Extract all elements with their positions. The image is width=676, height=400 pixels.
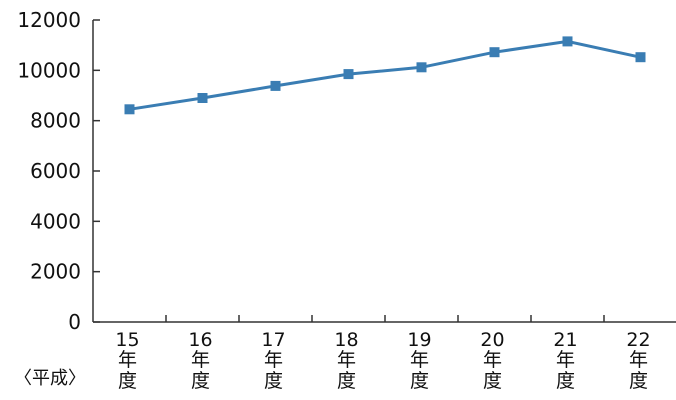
- x-tick-label-number: 22: [626, 329, 650, 351]
- y-ticks: 0 2000 4000 6000 8000 10000 12000: [17, 8, 100, 334]
- x-tick-label-nen: 年: [629, 349, 648, 371]
- data-point-marker: [489, 47, 500, 58]
- x-tick-label-number: 15: [115, 329, 139, 351]
- data-point-marker: [197, 93, 208, 103]
- x-tick-label-do: 度: [191, 370, 210, 392]
- y-tick-label: 6000: [30, 159, 81, 183]
- x-tick-label-do: 度: [118, 370, 137, 392]
- x-tick-label-do: 度: [629, 370, 648, 392]
- x-tick-label-do: 度: [483, 370, 502, 392]
- y-tick-label: 8000: [30, 109, 81, 133]
- x-tick-label-number: 19: [407, 329, 431, 351]
- y-tick-label: 10000: [17, 58, 81, 82]
- data-point-marker: [270, 80, 281, 91]
- x-tick-label-do: 度: [410, 370, 429, 392]
- x-tick-label-do: 度: [264, 370, 283, 392]
- x-tick-label-number: 16: [188, 329, 212, 351]
- series-layer: [124, 36, 646, 115]
- data-point-marker: [562, 36, 573, 47]
- data-point-marker: [635, 52, 646, 63]
- data-point-marker: [124, 104, 135, 115]
- x-tick-label-nen: 年: [191, 349, 210, 371]
- x-tick-label-number: 17: [261, 329, 285, 351]
- era-label: 〈平成〉: [14, 368, 86, 389]
- data-point-marker: [343, 69, 354, 80]
- x-tick-label-do: 度: [337, 370, 356, 392]
- y-tick-label: 12000: [17, 8, 81, 32]
- x-tick-label-number: 20: [480, 329, 504, 351]
- x-tick-label-number: 18: [334, 329, 358, 351]
- x-tick-label-number: 21: [553, 329, 577, 351]
- x-tick-label-nen: 年: [337, 349, 356, 371]
- x-tick-label-nen: 年: [483, 349, 502, 371]
- x-tick-label-nen: 年: [410, 349, 429, 371]
- x-tick-label-nen: 年: [118, 349, 137, 371]
- x-tick-label-do: 度: [556, 370, 575, 392]
- y-tick-label: 4000: [30, 209, 81, 233]
- data-point-marker: [416, 62, 427, 73]
- x-tick-label-nen: 年: [264, 349, 283, 371]
- y-tick-label: 2000: [30, 260, 81, 284]
- series-line: [129, 39, 641, 111]
- y-tick-label: 0: [68, 310, 81, 334]
- x-tick-label-nen: 年: [556, 349, 575, 371]
